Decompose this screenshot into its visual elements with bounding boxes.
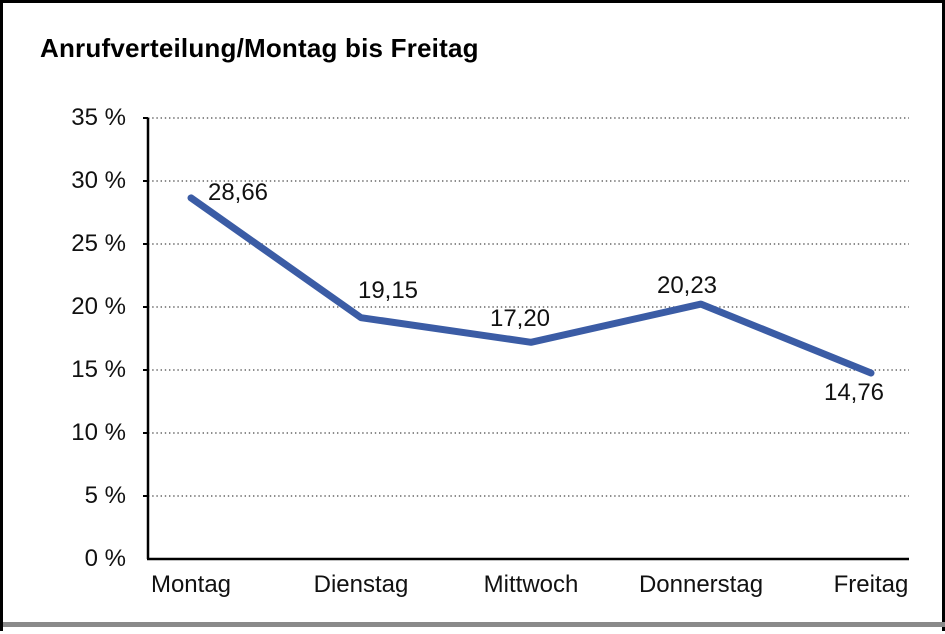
data-point-label: 19,15	[357, 276, 419, 304]
y-axis-label: 5 %	[84, 482, 126, 509]
y-axis-label: 35 %	[71, 104, 126, 131]
x-axis-label: Montag	[150, 571, 232, 598]
data-point-label: 17,20	[489, 305, 551, 333]
y-axis-label: 15 %	[71, 356, 126, 383]
y-axis-label: 30 %	[71, 167, 126, 194]
x-axis-label: Dienstag	[313, 571, 409, 598]
x-axis-label: Freitag	[833, 571, 909, 598]
y-axis-label: 0 %	[84, 545, 126, 572]
data-point-label: 28,66	[207, 178, 269, 206]
y-axis-label: 10 %	[71, 419, 126, 446]
x-axis-label: Mittwoch	[483, 571, 579, 598]
y-axis-label: 20 %	[71, 293, 126, 320]
chart-labels-layer: 0 % 5 % 10 % 15 % 20 % 25 % 30 % 35 % Montag Dien…	[3, 3, 945, 634]
chart-canvas	[143, 117, 909, 561]
frame-bottom-edge	[3, 622, 945, 627]
x-axis-label: Donnerstag	[638, 571, 764, 598]
chart-title: Anrufverteilung/Montag bis Freitag	[40, 33, 479, 63]
data-series-line	[187, 194, 875, 377]
y-axis-label: 25 %	[71, 230, 126, 257]
data-point-label: 14,76	[823, 379, 885, 407]
data-point-label: 20,23	[656, 272, 718, 300]
